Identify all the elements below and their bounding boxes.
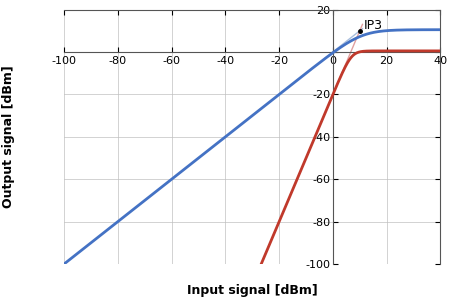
Text: IP3: IP3 <box>364 19 383 32</box>
Y-axis label: Output signal [dBm]: Output signal [dBm] <box>2 65 15 208</box>
X-axis label: Input signal [dBm]: Input signal [dBm] <box>187 284 318 297</box>
